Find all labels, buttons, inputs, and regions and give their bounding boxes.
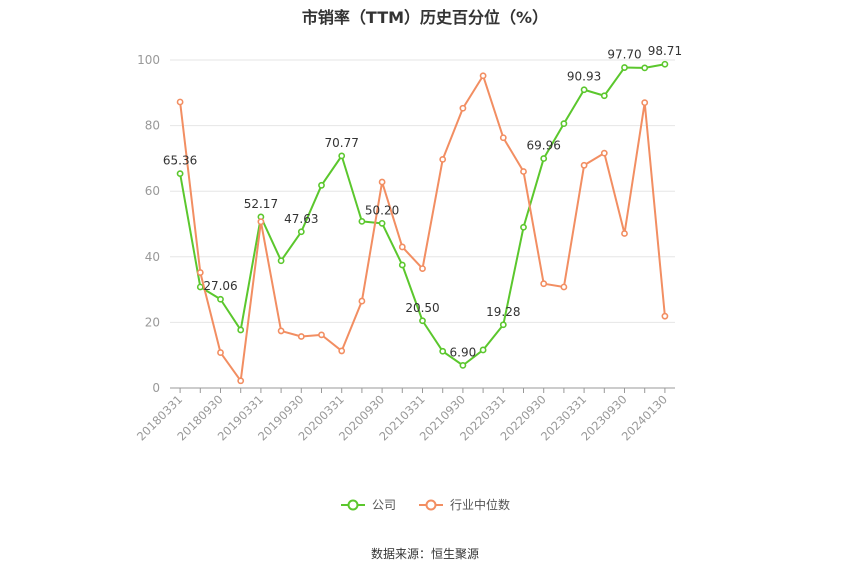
point-industry xyxy=(600,149,608,157)
legend-company-marker xyxy=(340,499,365,510)
point-industry xyxy=(378,178,386,186)
data-labels: 65.36 27.06 52.17 47.63 70.77 50.20 20.50 6.90 1… xyxy=(163,44,682,359)
point-industry xyxy=(338,347,346,355)
point-industry xyxy=(661,312,669,320)
point-industry xyxy=(398,243,406,251)
point-company xyxy=(459,361,467,369)
data-label: 52.17 xyxy=(244,197,278,211)
data-label: 70.77 xyxy=(325,136,359,150)
point-company xyxy=(419,317,426,325)
legend-label-industry: 行业中位数 xyxy=(450,498,511,512)
data-label: 20.50 xyxy=(405,301,439,315)
point-company xyxy=(600,92,608,100)
legend-item-company[interactable]: 公司 xyxy=(340,496,396,513)
point-industry xyxy=(621,230,628,237)
legend: 公司 行业中位数 xyxy=(0,496,850,513)
point-company xyxy=(378,219,386,227)
grid-lines xyxy=(170,59,675,323)
series-line-industry xyxy=(179,74,666,382)
point-company xyxy=(358,217,366,225)
point-company xyxy=(318,181,325,189)
point-industry xyxy=(217,349,224,356)
chart-title: 市销率（TTM）历史百分位（%） xyxy=(301,8,549,27)
point-industry xyxy=(176,98,184,106)
point-company xyxy=(338,152,346,160)
data-source: 数据来源：恒生聚源 xyxy=(370,547,479,561)
point-industry xyxy=(439,155,447,163)
legend-label-company: 公司 xyxy=(371,498,396,512)
point-industry xyxy=(540,280,548,288)
point-company xyxy=(661,60,669,68)
data-label: 50.20 xyxy=(365,203,399,217)
point-industry xyxy=(419,265,426,273)
point-industry xyxy=(277,327,285,335)
point-industry xyxy=(479,72,487,80)
point-industry xyxy=(459,104,467,112)
point-company xyxy=(520,223,527,231)
data-label: 27.06 xyxy=(203,279,237,293)
point-company xyxy=(580,86,588,94)
legend-industry-marker xyxy=(419,499,443,510)
y-tick-label: 80 xyxy=(145,119,160,133)
point-company xyxy=(439,347,447,355)
data-label: 90.93 xyxy=(567,70,601,84)
point-company xyxy=(277,257,285,265)
series-lines xyxy=(176,60,669,385)
point-industry xyxy=(297,333,305,340)
data-label: 6.90 xyxy=(450,345,477,359)
point-company xyxy=(398,261,406,269)
y-tick-label: 20 xyxy=(145,315,160,329)
point-company xyxy=(217,295,224,303)
y-tick-label: 40 xyxy=(145,250,160,264)
point-company xyxy=(560,120,568,128)
point-company xyxy=(196,283,204,291)
legend-item-industry[interactable]: 行业中位数 xyxy=(418,496,510,513)
data-label: 47.63 xyxy=(284,212,318,226)
data-label: 69.96 xyxy=(527,139,561,153)
point-industry xyxy=(641,99,649,107)
point-company xyxy=(621,64,628,71)
point-company xyxy=(540,155,548,162)
point-industry xyxy=(358,297,366,305)
point-company xyxy=(297,228,305,236)
point-company xyxy=(237,326,245,334)
data-label: 97.70 xyxy=(607,48,641,62)
point-company xyxy=(479,346,487,354)
y-tick-label: 0 xyxy=(152,381,160,395)
point-industry xyxy=(499,134,507,142)
point-industry xyxy=(318,331,325,339)
point-industry xyxy=(257,218,265,226)
y-tick-label: 100 xyxy=(137,53,160,67)
data-label: 65.36 xyxy=(163,154,197,168)
point-company xyxy=(641,64,649,72)
point-company xyxy=(176,170,184,178)
data-label: 19.28 xyxy=(486,305,520,319)
point-company xyxy=(499,321,507,329)
point-industry xyxy=(560,283,568,291)
point-industry xyxy=(237,377,245,385)
data-label: 98.71 xyxy=(648,44,682,58)
point-industry xyxy=(520,168,527,175)
y-tick-label: 60 xyxy=(145,184,160,198)
point-industry xyxy=(580,161,588,169)
point-industry xyxy=(196,269,204,276)
